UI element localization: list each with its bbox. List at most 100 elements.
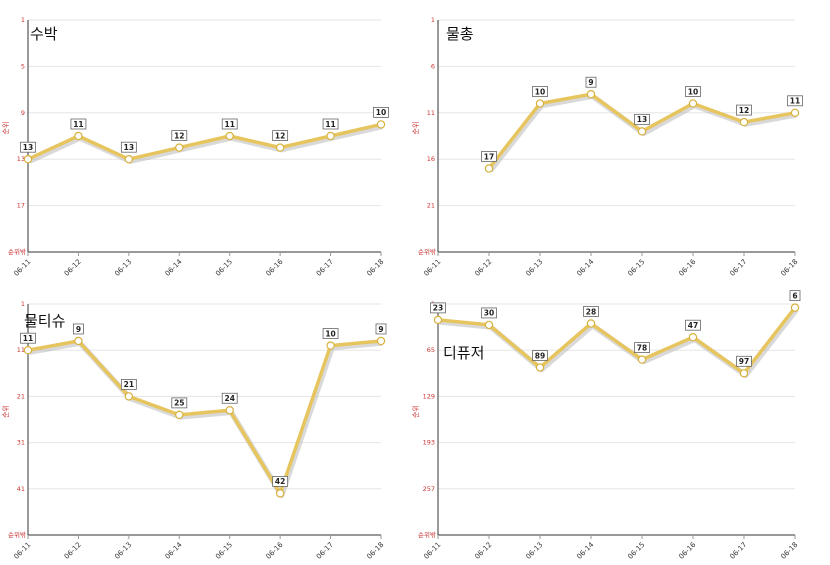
data-label: 13 <box>637 115 647 124</box>
data-label-box <box>373 107 389 118</box>
y-tick-label: 순위밖 <box>418 530 436 539</box>
y-tick-label: 16 <box>427 155 435 163</box>
data-point <box>175 143 184 152</box>
y-tick-label: 21 <box>17 392 25 400</box>
y-tick-label: 1 <box>431 16 435 24</box>
y-tick-label: 순위밖 <box>8 247 26 256</box>
x-tick-label: 06-16 <box>677 540 697 560</box>
y-tick-label: 31 <box>17 439 25 447</box>
data-label-box <box>532 86 548 97</box>
data-label-box <box>736 104 752 116</box>
data-label: 10 <box>688 87 698 96</box>
x-tick-label: 06-14 <box>164 540 184 560</box>
data-label-box <box>583 306 599 317</box>
y-axis-title: 순위 <box>2 405 10 418</box>
data-point <box>225 131 234 141</box>
data-label-box <box>171 130 188 142</box>
data-point <box>484 164 494 173</box>
y-tick-label: 41 <box>17 485 25 493</box>
chart-panel-1: 1 5 9 13 17 순위밖 순위 06-11 06-12 06-13 06-14 06-15 06-… <box>2 16 389 278</box>
data-point <box>739 117 749 127</box>
data-label: 12 <box>275 131 285 140</box>
y-axis-title: 순위 <box>2 122 10 135</box>
data-label: 10 <box>376 108 386 117</box>
y-tick-label: 21 <box>427 202 435 210</box>
series-line-shadow <box>28 123 384 164</box>
y-tick-label: 193 <box>423 439 435 447</box>
y-axis-title: 순위 <box>412 122 420 135</box>
x-tick-label: 06-16 <box>677 257 697 277</box>
data-label: 11 <box>224 120 234 129</box>
data-label-box <box>221 392 238 404</box>
data-point <box>790 303 800 312</box>
data-label: 97 <box>739 357 749 366</box>
series-line <box>27 122 382 161</box>
chart-title: 수박 <box>30 25 58 43</box>
data-label: 11 <box>790 97 800 106</box>
x-tick-label: 06-18 <box>779 541 799 561</box>
data-label-box <box>685 319 701 331</box>
data-point <box>74 131 83 141</box>
x-tick-label: 06-13 <box>113 258 133 278</box>
data-label: 9 <box>378 325 383 334</box>
y-tick-label: 순위밖 <box>8 530 26 539</box>
x-tick-label: 06-15 <box>214 541 234 561</box>
y-tick-label: 6 <box>431 62 435 70</box>
data-point <box>376 120 386 129</box>
data-label: 12 <box>739 106 749 115</box>
data-label: 9 <box>588 78 593 87</box>
data-label-box <box>120 378 137 390</box>
data-label-box <box>221 118 238 130</box>
data-label-box <box>532 350 548 361</box>
x-tick-label: 06-18 <box>779 258 799 278</box>
data-label: 23 <box>433 304 443 313</box>
data-point <box>433 315 443 325</box>
data-label-box <box>430 302 446 314</box>
series-line-shadow <box>29 340 383 499</box>
data-point <box>23 154 33 164</box>
x-tick-label: 06-14 <box>575 540 595 560</box>
data-label: 30 <box>484 309 494 318</box>
data-point <box>535 363 545 372</box>
x-tick-label: 06-12 <box>473 541 493 561</box>
data-label-box <box>322 328 339 339</box>
data-point <box>225 406 234 415</box>
data-point <box>739 369 749 378</box>
data-label: 47 <box>688 321 698 330</box>
x-tick-label: 06-11 <box>422 541 442 561</box>
data-label-box <box>481 307 497 319</box>
data-label-box <box>120 141 137 153</box>
x-tick-label: 06-18 <box>365 541 385 561</box>
x-tick-label: 06-15 <box>626 258 646 278</box>
x-tick-label: 06-17 <box>315 541 335 561</box>
x-tick-label: 06-17 <box>728 258 748 278</box>
data-label: 24 <box>224 394 234 403</box>
data-label: 6 <box>792 291 797 300</box>
data-label-box <box>585 76 597 88</box>
data-point <box>637 355 647 364</box>
data-label-box <box>685 86 701 97</box>
data-label-box <box>70 118 87 130</box>
data-point <box>637 127 647 136</box>
x-tick-label: 06-12 <box>63 541 83 561</box>
x-tick-label: 06-17 <box>315 258 335 278</box>
y-tick-label: 129 <box>423 392 435 400</box>
x-tick-label: 06-13 <box>524 541 544 561</box>
data-point <box>326 341 335 350</box>
x-tick-label: 06-13 <box>524 258 544 278</box>
x-tick-label: 06-13 <box>113 541 133 561</box>
x-tick-label: 06-16 <box>265 540 285 560</box>
data-point <box>124 154 134 164</box>
data-label: 13 <box>23 143 33 152</box>
x-tick-label: 06-14 <box>164 257 184 277</box>
y-tick-label: 9 <box>21 109 25 117</box>
data-point <box>484 320 494 330</box>
data-label: 11 <box>23 334 33 343</box>
data-label-box <box>73 323 84 335</box>
y-tick-label: 순위밖 <box>418 247 436 256</box>
data-label-box <box>736 355 752 367</box>
chart-title: 물티슈 <box>24 312 66 330</box>
data-point <box>326 131 335 141</box>
